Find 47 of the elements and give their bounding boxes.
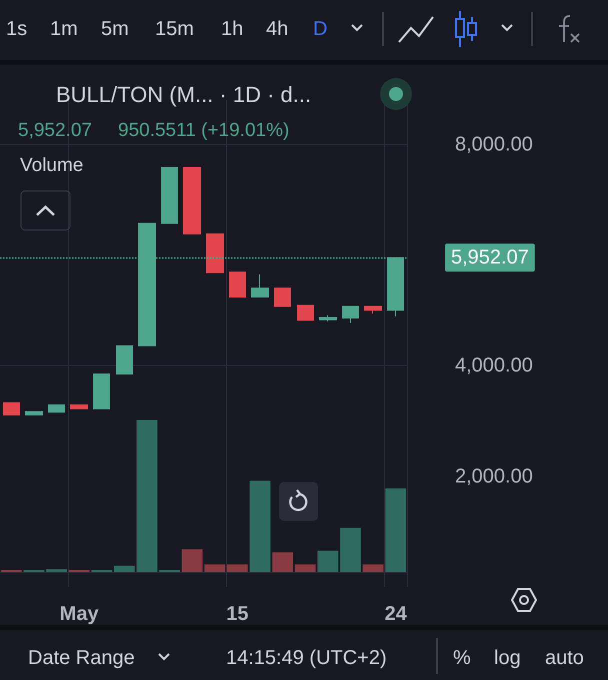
y-tick-label: 8,000.00 (455, 133, 533, 156)
text: % (453, 647, 471, 669)
candlestick (161, 167, 178, 224)
candlestick (364, 306, 382, 314)
text: 1s (6, 18, 28, 40)
bar (272, 552, 294, 572)
annotation: 950.5511 (+19.01%) (118, 120, 290, 141)
text: 15m (155, 18, 194, 40)
bar (250, 480, 270, 572)
candlestick (25, 411, 43, 416)
x-tick-label: 24 (384, 603, 408, 625)
candlestick (274, 288, 291, 307)
candlestick (183, 167, 201, 234)
text: log (494, 647, 521, 669)
text: auto (545, 647, 584, 669)
text: 14:15:49 (UTC+2) (226, 647, 387, 669)
text: Date Range (28, 647, 135, 669)
candlestick (70, 404, 88, 410)
candlestick (48, 404, 65, 413)
candlestick (319, 314, 337, 322)
bar (182, 549, 203, 572)
annotation: BULL/TON (M... · 1D · d... (56, 82, 312, 107)
annotation: Volume (20, 155, 84, 176)
text: 1h (221, 18, 244, 40)
x-tick-label: 15 (226, 603, 249, 625)
candlestick (342, 306, 359, 324)
y-tick-label: 2,000.00 (455, 465, 533, 488)
annotation: 5,952.07 (18, 120, 92, 141)
candlestick (229, 272, 246, 298)
text: D (313, 18, 328, 40)
text: 5m (101, 18, 129, 40)
bar (362, 564, 384, 572)
text: 1m (50, 18, 78, 40)
candlestick (206, 233, 224, 274)
candlestick (297, 304, 314, 321)
x-tick-label: May (60, 603, 100, 625)
bar (294, 564, 316, 572)
candlestick (116, 345, 133, 374)
bar (385, 488, 406, 572)
candlestick (3, 402, 20, 416)
y-tick-label: 4,000.00 (455, 354, 533, 377)
candlestick (251, 274, 269, 298)
bar (227, 564, 248, 572)
ref-line-label: 5,952.07 (451, 246, 529, 269)
bar (204, 564, 226, 572)
text: 4h (266, 18, 288, 40)
candlestick (93, 373, 110, 410)
